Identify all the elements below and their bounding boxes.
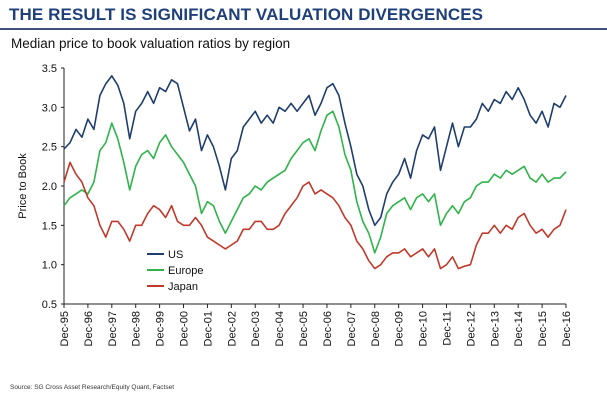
x-tick-label: Dec-95 <box>59 311 71 346</box>
title-divider <box>0 28 607 30</box>
x-tick-label: Dec-01 <box>202 311 214 346</box>
x-tick-label: Dec-16 <box>561 311 573 346</box>
x-tick-label: Dec-97 <box>107 311 119 346</box>
x-tick-label: Dec-96 <box>83 311 95 346</box>
x-tick-label: Dec-14 <box>513 311 525 346</box>
x-tick-label: Dec-15 <box>537 311 549 346</box>
x-tick-label: Dec-08 <box>370 311 382 346</box>
y-tick-label: 2.0 <box>42 181 57 193</box>
y-tick-label: 0.5 <box>42 299 57 311</box>
source-note: Source: SG Cross Asset Research/Equity Q… <box>10 384 175 391</box>
y-tick-label: 1.0 <box>42 260 57 272</box>
y-tick-label: 1.5 <box>42 220 57 232</box>
legend-label-us: US <box>168 249 183 261</box>
x-tick-label: Dec-03 <box>250 311 262 346</box>
y-tick-label: 3.5 <box>42 63 57 75</box>
series-line-us <box>63 75 567 227</box>
x-tick-label: Dec-05 <box>298 311 310 346</box>
y-tick-label: 3.0 <box>42 102 57 114</box>
x-tick-label: Dec-98 <box>131 311 143 346</box>
chart-axes: 0.5 1.0 1.5 2.0 2.5 3.0 3.5 Dec-95 Dec-96 Dec-97 D… <box>42 63 573 346</box>
slide-title: THE RESULT IS SIGNIFICANT VALUATION DIVE… <box>9 5 484 24</box>
x-tick-label: Dec-12 <box>465 311 477 346</box>
series-line-europe <box>63 110 567 254</box>
chart-title: Median price to book valuation ratios by… <box>11 36 291 51</box>
x-tick-label: Dec-02 <box>226 311 238 346</box>
x-tick-label: Dec-13 <box>489 311 501 346</box>
y-axis-title: Price to Book <box>17 153 29 219</box>
legend-label-japan: Japan <box>168 281 198 293</box>
x-tick-label: Dec-04 <box>274 311 286 346</box>
x-tick-label: Dec-00 <box>179 311 191 346</box>
x-tick-label: Dec-09 <box>394 311 406 346</box>
y-tick-label: 2.5 <box>42 142 57 154</box>
x-tick-label: Dec-11 <box>441 311 453 346</box>
x-tick-label: Dec-07 <box>346 311 358 346</box>
chart-legend: US Europe Japan <box>147 249 203 293</box>
legend-label-europe: Europe <box>168 265 203 277</box>
x-tick-label: Dec-10 <box>418 311 430 346</box>
x-tick-label: Dec-06 <box>322 311 334 346</box>
series-line-japan <box>63 161 567 270</box>
x-tick-label: Dec-99 <box>155 311 167 346</box>
chart-series <box>63 75 567 270</box>
